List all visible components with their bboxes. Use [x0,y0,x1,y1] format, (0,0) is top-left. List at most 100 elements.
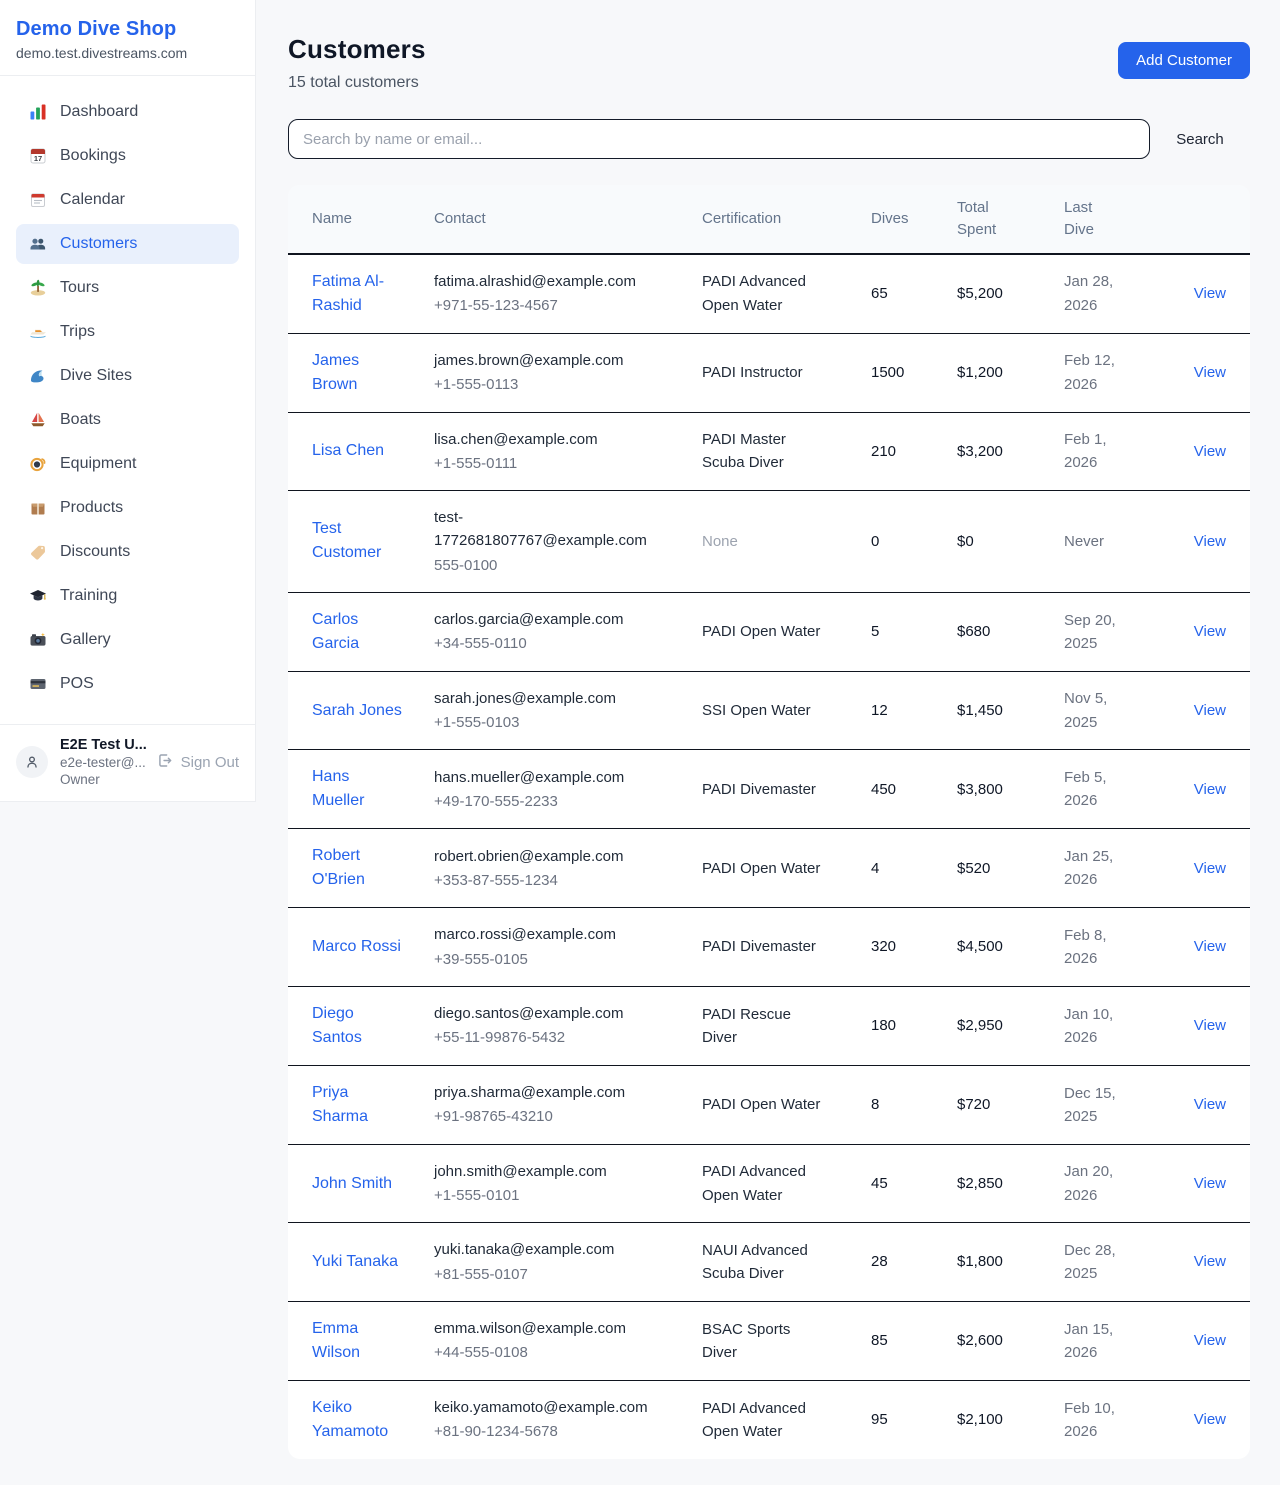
sidebar: Demo Dive Shop demo.test.divestreams.com… [0,0,256,802]
customer-name-link[interactable]: Keiko Yamamoto [312,1398,389,1440]
sidebar-item-label: Dashboard [60,103,139,120]
sidebar-item-training[interactable]: Training [16,576,239,616]
user-name: E2E Test U... [60,737,147,753]
view-link[interactable]: View [1193,1017,1226,1035]
customer-name-link[interactable]: Marco Rossi [312,938,401,955]
customer-name-link[interactable]: Lisa Chen [312,442,385,460]
sign-out-button[interactable]: Sign Out [156,752,239,773]
view-link[interactable]: View [1193,938,1226,956]
sidebar-item-pos[interactable]: POS [16,664,239,704]
customer-last-dive: Feb 5, 2026 [1064,749,1171,830]
sailboat-icon [29,411,47,429]
customer-total-spent: $520 [957,828,1064,909]
view-link[interactable]: View [1193,284,1226,302]
customer-dives: 1500 [871,333,957,413]
search-input[interactable] [288,119,1150,159]
customer-name-link[interactable]: Sarah Jones [312,701,402,719]
sidebar-item-equipment[interactable]: Equipment [16,444,239,484]
customer-certification: PADI Open Water [702,828,871,909]
customer-last-dive: Dec 28, 2025 [1064,1222,1171,1302]
customer-certification: None [702,490,871,593]
customer-certification: PADI Advanced Open Water [702,253,871,334]
view-link[interactable]: View [1193,1253,1226,1271]
view-link[interactable]: View [1193,1096,1226,1114]
view-link[interactable]: View [1193,1174,1226,1192]
sidebar-item-gallery[interactable]: Gallery [16,620,239,660]
customer-dives: 85 [871,1301,957,1381]
title-block: Customers 15 total customers [288,34,426,92]
sidebar-item-calendar[interactable]: Calendar [16,180,239,220]
customer-total-spent: $3,200 [957,412,1064,491]
view-link[interactable]: View [1193,1411,1226,1429]
main-content: Customers 15 total customers Add Custome… [256,0,1280,1459]
sidebar-item-discounts[interactable]: Discounts [16,532,239,572]
view-link[interactable]: View [1193,363,1226,381]
customer-last-dive: Feb 12, 2026 [1064,333,1171,413]
customer-last-dive: Jan 10, 2026 [1064,986,1171,1066]
sidebar-header: Demo Dive Shop demo.test.divestreams.com [0,0,255,76]
customer-certification: PADI Open Water [702,592,871,672]
graduation-cap-icon [29,587,47,605]
view-link[interactable]: View [1193,532,1226,550]
customer-name-link[interactable]: Yuki Tanaka [312,1253,398,1270]
view-link[interactable]: View [1193,442,1226,460]
speedboat-icon [29,323,47,341]
main-header: Customers 15 total customers Add Custome… [288,34,1250,92]
sidebar-item-trips[interactable]: Trips [16,312,239,352]
sidebar-item-dive-sites[interactable]: Dive Sites [16,356,239,396]
customer-total-spent: $0 [957,490,1064,593]
customer-name-link[interactable]: Carlos Garcia [312,610,360,652]
sidebar-item-label: Boats [60,411,101,428]
customer-email: diego.santos@example.com [434,1005,624,1022]
sidebar-item-dashboard[interactable]: Dashboard [16,92,239,132]
table-row: James Brown james.brown@example.com +1-555… [288,333,1250,413]
sidebar-item-label: Discounts [60,543,131,560]
customer-phone: +1-555-0101 [434,1187,520,1204]
customer-name-link[interactable]: Priya Sharma [312,1083,369,1125]
customer-phone: +44-555-0108 [434,1344,528,1362]
customer-total-spent: $5,200 [957,253,1064,334]
customer-name-link[interactable]: James Brown [312,351,360,393]
wave-icon [29,367,47,385]
sidebar-item-boats[interactable]: Boats [16,400,239,440]
view-link[interactable]: View [1193,623,1226,641]
table-row: Test Customer test-1772681807767@example.… [288,490,1250,593]
customer-email: sarah.jones@example.com [434,689,616,707]
sidebar-item-tours[interactable]: Tours [16,268,239,308]
table-row: Diego Santos diego.santos@example.com +55-… [288,986,1250,1066]
customer-phone: +1-555-0103 [434,714,520,731]
shop-name[interactable]: Demo Dive Shop [16,18,177,40]
customer-certification: PADI Divemaster [702,907,871,987]
sidebar-item-label: Trips [60,323,95,340]
view-link[interactable]: View [1193,859,1226,877]
customer-name-link[interactable]: Test Customer [312,520,382,562]
column-header-total-spent: Total Spent [957,185,1064,255]
customers-icon [29,235,47,253]
customer-phone: +39-555-0105 [434,950,528,968]
customer-certification: PADI Divemaster [702,749,871,830]
customer-name-link[interactable]: John Smith [312,1174,393,1192]
customer-total-spent: $2,100 [957,1411,1003,1429]
search-button[interactable]: Search [1150,131,1250,148]
customer-name-link[interactable]: Robert O'Brien [312,847,365,889]
customer-phone: +34-555-0110 [434,635,527,653]
view-link[interactable]: View [1193,780,1226,798]
sidebar-item-bookings[interactable]: 17 Bookings [16,136,239,176]
customer-name-link[interactable]: Hans Mueller [312,768,365,810]
sidebar-item-products[interactable]: Products [16,488,239,528]
sidebar-item-label: POS [60,675,94,692]
add-customer-button[interactable]: Add Customer [1118,42,1250,79]
customers-table-card: Name Contact Certification Dives Total S… [288,185,1250,1459]
view-link[interactable]: View [1193,701,1226,719]
customer-dives: 12 [871,671,957,751]
customer-last-dive: Jan 25, 2026 [1064,828,1171,909]
customer-dives: 4 [871,828,957,909]
customer-email: carlos.garcia@example.com [434,611,624,628]
view-link[interactable]: View [1193,1332,1226,1350]
customer-name-link[interactable]: Fatima Al-Rashid [312,272,385,314]
customer-name-link[interactable]: Diego Santos [312,1004,362,1046]
sidebar-item-customers[interactable]: Customers [16,224,239,264]
customer-last-dive: Feb 8, 2026 [1064,907,1171,987]
customer-name-link[interactable]: Emma Wilson [312,1319,361,1361]
